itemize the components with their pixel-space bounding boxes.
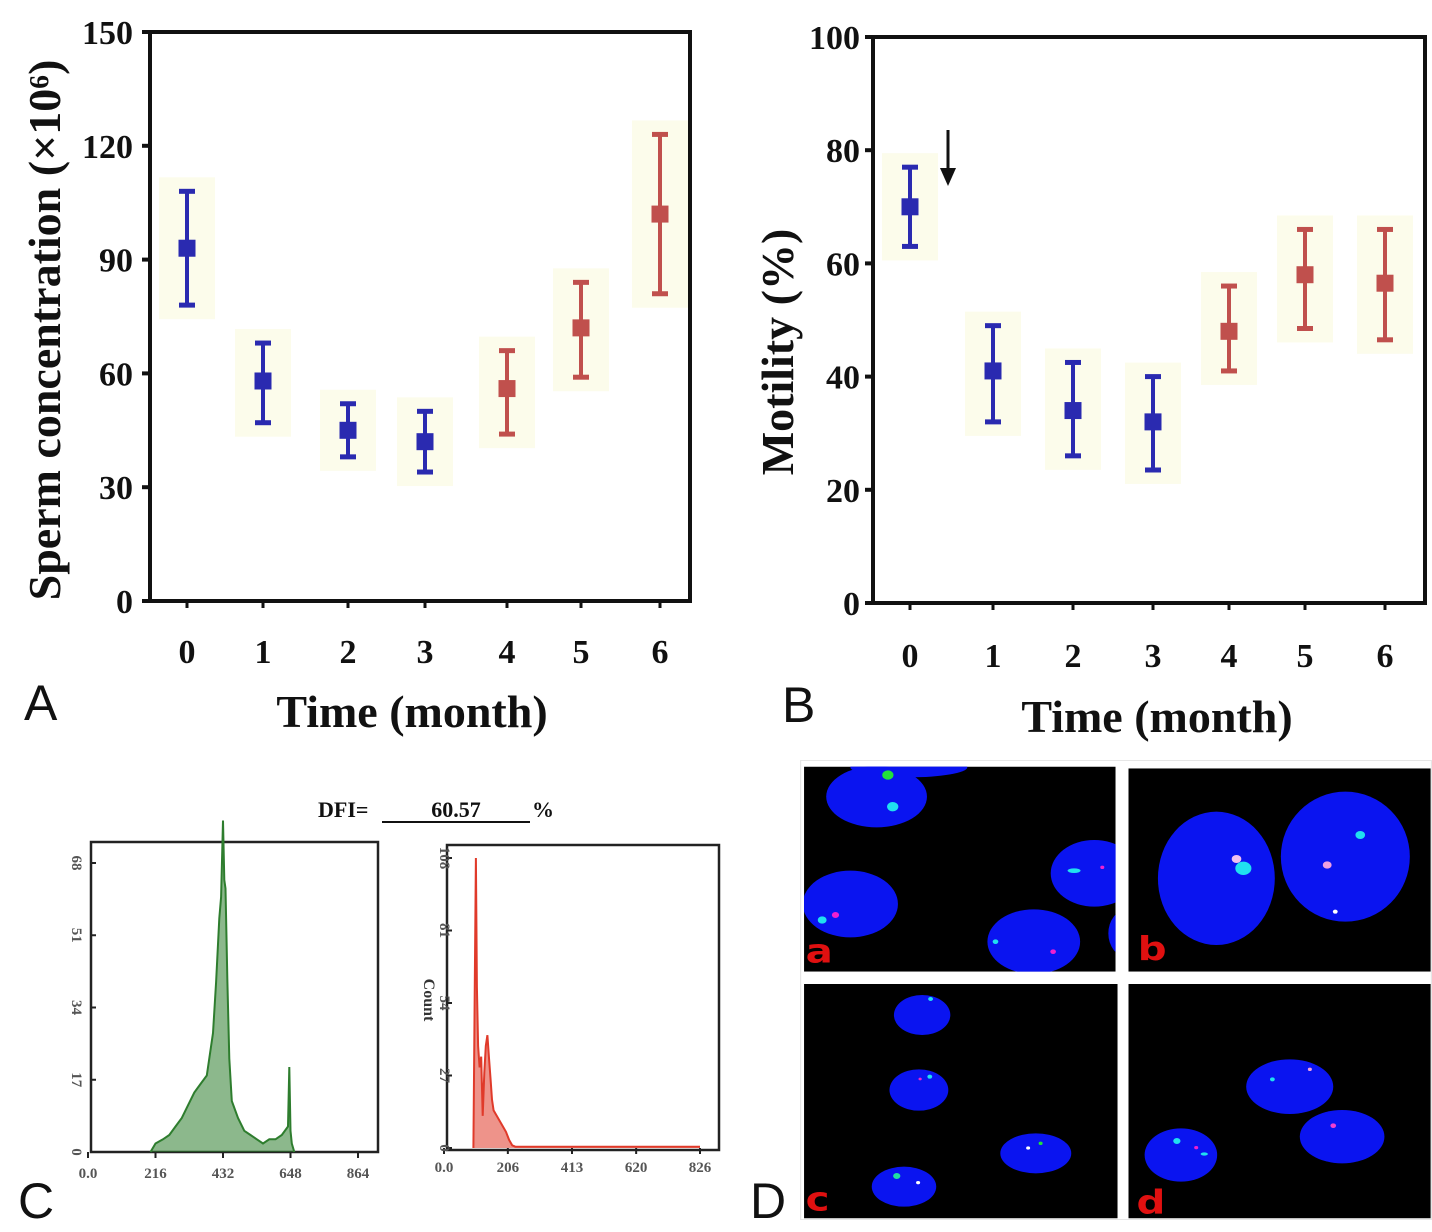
panel-a-x-tick-label: 2 <box>340 634 357 671</box>
panel-a-y-tick-label: 30 <box>99 470 133 507</box>
sublabel-a: a <box>806 932 833 971</box>
histogram-right-y-tick-label: 81 <box>436 923 452 938</box>
histogram-left-x-tick-label: 0.0 <box>79 1166 98 1182</box>
histogram-right-y-tick-label: 54 <box>436 996 452 1012</box>
histogram-right-x-tick-label: 0.0 <box>435 1160 454 1176</box>
histogram-right-y-tick-label: 108 <box>436 847 452 870</box>
panel-b-mean-point <box>984 362 1002 380</box>
panel-b-x-tick-label: 0 <box>902 638 919 675</box>
histogram-left-y-tick-label: 51 <box>68 928 84 943</box>
fish-image-b: b <box>1128 768 1431 972</box>
panel-c-histograms: DFI= 60.57 % Count C 0.0 216 432 648 864 0 17 3… <box>18 797 721 1229</box>
panel-b-y-tick-label: 20 <box>826 473 860 510</box>
histogram-left-y-tick-label: 34 <box>68 1000 84 1016</box>
panel-label-d: D <box>750 1173 786 1229</box>
histogram-right-x-tick-label: 413 <box>561 1160 584 1176</box>
panel-a-x-tick-label: 3 <box>417 634 434 671</box>
panel-b-y-tick-label: 100 <box>809 20 860 57</box>
histogram-right-x-tick-label: 620 <box>625 1160 648 1176</box>
panel-b-mean-point <box>1296 266 1314 284</box>
panel-b-y-axis-title: Motility (%) <box>752 229 803 476</box>
panel-a-mean-point <box>178 239 196 257</box>
dfi-unit: % <box>532 797 554 822</box>
panel-b-mean-point <box>1220 322 1238 340</box>
panel-b-x-tick-label: 4 <box>1221 638 1238 675</box>
panel-b-x-axis-title: Time (month) <box>1021 691 1292 742</box>
panel-b-y-tick-label: 40 <box>826 360 860 397</box>
histogram-right-y-tick-label: 27 <box>436 1068 452 1084</box>
histogram-left-y-tick-label: 17 <box>68 1072 84 1088</box>
fish-image-c: c <box>804 984 1118 1219</box>
panel-b-mean-point <box>1144 413 1162 431</box>
histogram-left-line <box>149 820 296 1153</box>
histogram-right-y-title: Count <box>420 979 437 1022</box>
panel-a-plot-frame <box>148 30 692 603</box>
histogram-right-frame <box>445 843 721 1152</box>
panel-a-x-tick-label: 0 <box>179 634 196 671</box>
sublabel-b: b <box>1138 929 1167 968</box>
panel-a-mean-point <box>416 433 434 451</box>
panel-b-x-tick-label: 2 <box>1065 638 1082 675</box>
down-arrow-icon <box>940 130 956 186</box>
panel-b-y-tick-label: 0 <box>843 586 860 623</box>
panel-b-y-tick-label: 60 <box>826 246 860 283</box>
histogram-right-area <box>473 858 700 1148</box>
panel-a-y-tick-label: 150 <box>82 15 133 52</box>
fish-image-grid: a b c d <box>800 760 1432 1220</box>
panel-a-x-tick-label: 6 <box>652 634 669 671</box>
sublabel-c: c <box>806 1180 830 1219</box>
panel-a-mean-point <box>651 205 669 223</box>
sublabel-d: d <box>1137 1183 1166 1220</box>
panel-a-y-axis-title: Sperm concentration (×10⁶) <box>19 60 70 601</box>
histogram-left-y-tick-label: 0 <box>68 1148 84 1156</box>
histogram-left-x-tick-label: 648 <box>279 1166 302 1182</box>
histogram-left-x-tick-label: 864 <box>347 1166 370 1182</box>
panel-b-x-tick-label: 1 <box>985 638 1002 675</box>
histogram-left-x-tick-label: 432 <box>212 1166 235 1182</box>
panel-b-x-tick-label: 5 <box>1297 638 1314 675</box>
histogram-right-line <box>472 857 700 1149</box>
histogram-right-x-tick-label: 206 <box>497 1160 520 1176</box>
fish-image-a: a <box>804 766 1116 972</box>
panel-b-chart: Motility (%) Time (month) B 020406080100… <box>752 20 1427 742</box>
fish-image-d: d <box>1128 984 1431 1220</box>
panel-b-mean-point <box>1064 402 1082 420</box>
panel-a-mean-point <box>339 421 357 439</box>
panel-a-x-tick-label: 4 <box>499 634 516 671</box>
panel-a-mean-point <box>498 380 516 398</box>
panel-b-x-tick-label: 3 <box>1145 638 1162 675</box>
histogram-right-y-tick-label: 0 <box>436 1144 452 1152</box>
dfi-label: DFI= <box>318 797 368 822</box>
panel-label-a: A <box>24 675 58 731</box>
panel-label-b: B <box>782 677 815 733</box>
histogram-left-y-tick-label: 68 <box>68 856 84 871</box>
panel-label-c: C <box>18 1173 54 1229</box>
panel-b-plot-frame <box>871 35 1427 605</box>
histogram-left-area <box>150 820 295 1152</box>
panel-a-x-tick-label: 5 <box>573 634 590 671</box>
panel-a-mean-point <box>572 319 590 337</box>
panel-b-mean-point <box>901 198 919 216</box>
panel-a-mean-point <box>254 372 272 390</box>
panel-a-y-tick-label: 0 <box>116 584 133 621</box>
panel-a-x-axis-title: Time (month) <box>276 686 547 737</box>
panel-b-y-tick-label: 80 <box>826 133 860 170</box>
panel-a-y-tick-label: 60 <box>99 356 133 393</box>
panel-b-x-tick-label: 6 <box>1377 638 1394 675</box>
panel-a-y-tick-label: 90 <box>99 243 133 280</box>
panel-d-fish-images: D <box>750 1173 786 1229</box>
panel-b-mean-point <box>1376 274 1394 292</box>
dfi-value: 60.57 <box>431 797 481 822</box>
panel-a-x-tick-label: 1 <box>255 634 272 671</box>
panel-a-chart: Sperm concentration (×10⁶) Time (month) … <box>19 15 692 737</box>
histogram-right-x-tick-label: 826 <box>689 1160 712 1176</box>
panel-a-y-tick-label: 120 <box>82 129 133 166</box>
histogram-left-x-tick-label: 216 <box>144 1166 167 1182</box>
